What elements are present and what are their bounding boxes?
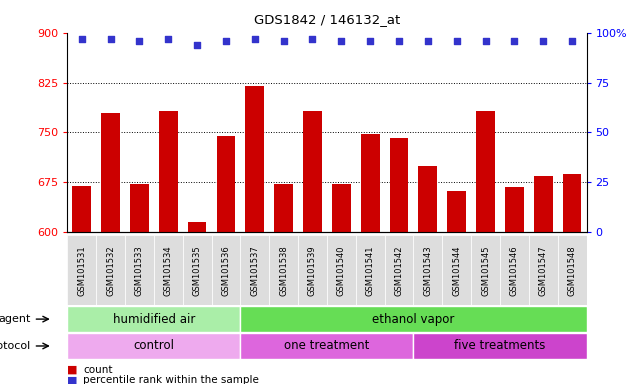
Point	[423, 38, 433, 44]
Text: GSM101543: GSM101543	[423, 245, 433, 296]
Bar	[563, 174, 581, 232]
Text: GDS1842 / 146132_at: GDS1842 / 146132_at	[254, 13, 400, 26]
Bar	[332, 184, 351, 232]
Point	[105, 36, 115, 42]
Bar	[240, 333, 413, 359]
Text: GSM101542: GSM101542	[394, 245, 404, 296]
Text: agent: agent	[0, 314, 30, 324]
Bar	[390, 138, 408, 232]
Bar	[183, 235, 212, 305]
Point	[336, 38, 346, 44]
Bar	[298, 235, 327, 305]
Bar	[303, 111, 322, 232]
Text: GSM101534: GSM101534	[163, 245, 173, 296]
Text: ■: ■	[67, 365, 78, 375]
Bar	[419, 166, 437, 232]
Point	[221, 38, 231, 44]
Bar	[72, 186, 91, 232]
Text: GSM101536: GSM101536	[221, 245, 231, 296]
Text: GSM101545: GSM101545	[481, 245, 490, 296]
Text: ■: ■	[67, 375, 78, 384]
Bar	[240, 235, 269, 305]
Text: GSM101531: GSM101531	[77, 245, 87, 296]
Bar	[413, 333, 587, 359]
Text: GSM101546: GSM101546	[510, 245, 519, 296]
Text: GSM101533: GSM101533	[135, 245, 144, 296]
Point	[192, 41, 203, 48]
Bar	[101, 113, 120, 232]
Bar	[385, 235, 413, 305]
Point	[135, 38, 145, 44]
Text: protocol: protocol	[0, 341, 30, 351]
Text: GSM101541: GSM101541	[365, 245, 375, 296]
Point	[163, 36, 173, 42]
Bar	[327, 235, 356, 305]
Text: percentile rank within the sample: percentile rank within the sample	[83, 375, 259, 384]
Text: one treatment: one treatment	[284, 339, 370, 353]
Point	[307, 36, 317, 42]
Bar	[558, 235, 587, 305]
Bar	[217, 136, 235, 232]
Text: GSM101532: GSM101532	[106, 245, 115, 296]
Bar	[274, 184, 293, 232]
Point	[538, 38, 548, 44]
Text: ethanol vapor: ethanol vapor	[372, 313, 454, 326]
Bar	[269, 235, 298, 305]
Bar	[154, 235, 183, 305]
Text: GSM101537: GSM101537	[250, 245, 260, 296]
Bar	[356, 235, 385, 305]
Bar	[413, 235, 442, 305]
Bar	[505, 187, 524, 232]
Bar	[130, 184, 149, 232]
Bar	[159, 111, 178, 232]
Point	[249, 36, 260, 42]
Bar	[240, 306, 587, 332]
Bar	[67, 306, 240, 332]
Point	[278, 38, 288, 44]
Bar	[361, 134, 379, 232]
Point	[394, 38, 404, 44]
Text: five treatments: five treatments	[454, 339, 545, 353]
Point	[567, 38, 577, 44]
Bar	[534, 176, 553, 232]
Bar	[67, 235, 96, 305]
Bar	[471, 235, 500, 305]
Bar	[476, 111, 495, 232]
Bar	[529, 235, 558, 305]
Point	[77, 36, 87, 42]
Point	[481, 38, 491, 44]
Bar	[96, 235, 125, 305]
Text: count: count	[83, 365, 113, 375]
Text: GSM101544: GSM101544	[452, 245, 462, 296]
Text: GSM101547: GSM101547	[538, 245, 548, 296]
Bar	[246, 86, 264, 232]
Bar	[212, 235, 240, 305]
Bar	[188, 222, 206, 232]
Bar	[447, 191, 466, 232]
Bar	[67, 333, 240, 359]
Point	[509, 38, 519, 44]
Bar	[125, 235, 154, 305]
Text: GSM101548: GSM101548	[567, 245, 577, 296]
Point	[451, 38, 462, 44]
Text: control: control	[133, 339, 174, 353]
Bar	[442, 235, 471, 305]
Text: GSM101539: GSM101539	[308, 245, 317, 296]
Text: GSM101538: GSM101538	[279, 245, 288, 296]
Text: GSM101535: GSM101535	[192, 245, 202, 296]
Point	[365, 38, 376, 44]
Text: humidified air: humidified air	[113, 313, 195, 326]
Bar	[500, 235, 529, 305]
Text: GSM101540: GSM101540	[337, 245, 346, 296]
